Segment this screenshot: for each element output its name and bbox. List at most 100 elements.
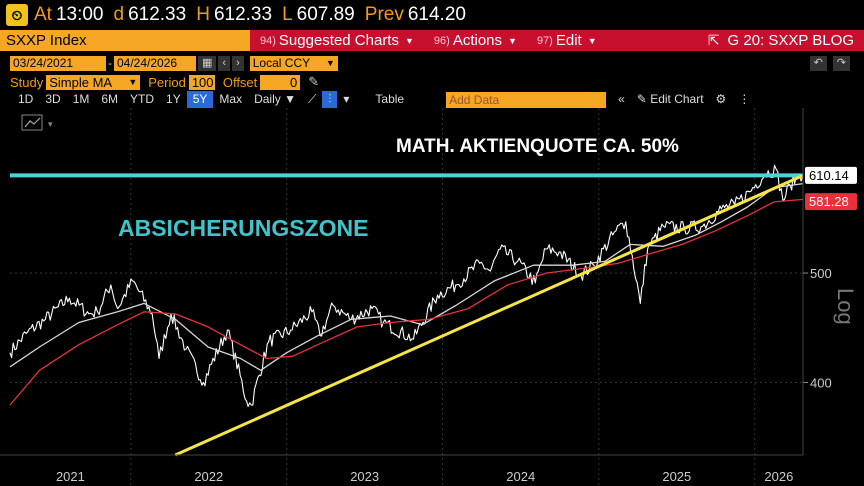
x-tick-label: 2023 <box>350 469 379 484</box>
menu-edit[interactable]: 97) Edit ▼ <box>527 30 607 51</box>
moving-average-long-line <box>9 198 804 406</box>
series-lines <box>9 164 804 408</box>
date-range-bar: 03/24/2021 - 04/24/2026 ▦ ‹ › Local CCY ▼… <box>0 54 864 72</box>
period-button-active[interactable]: 5Y <box>186 91 214 108</box>
calendar-icon[interactable]: ▦ <box>198 55 217 71</box>
redo-icon[interactable]: ↷ <box>832 55 850 71</box>
chart-link-label: G 20: SXXP BLOG <box>727 32 854 49</box>
security-ticker: SXXP Index <box>6 32 87 49</box>
period-button[interactable]: 6M <box>101 92 119 106</box>
annotation-zone-text: ABSICHERUNGSZONE <box>118 215 368 241</box>
y-axis-label: Log <box>833 288 858 325</box>
last-price-label: 610.14 <box>809 168 849 183</box>
l-label: L <box>282 4 293 25</box>
period-button[interactable]: 1D <box>18 92 34 106</box>
collapse-icon[interactable]: « <box>618 92 625 106</box>
x-tick-label: 2021 <box>56 469 85 484</box>
bloomberg-clock-icon[interactable]: ⏲ <box>6 4 28 26</box>
currency-select[interactable]: Local CCY ▼ <box>249 55 338 71</box>
menu-label: Actions <box>452 32 503 49</box>
last-price-box <box>805 166 857 184</box>
study-bar: Study Simple MA ▼ Period 100 Offset 0 ✎ <box>0 73 864 91</box>
x-tick-label: 2024 <box>506 469 535 484</box>
external-link-icon: ⇱ <box>707 32 720 48</box>
d-label: d <box>113 4 125 25</box>
x-tick-label: 2026 <box>764 469 793 484</box>
study-label: Study <box>10 74 44 90</box>
price-labels: 610.14 581.28 <box>805 166 857 211</box>
add-data-input[interactable]: Add Data <box>446 91 607 108</box>
next-period-icon[interactable]: › <box>232 55 244 71</box>
period-button[interactable]: YTD <box>130 92 155 106</box>
edit-chart-label: Edit Chart <box>650 92 704 106</box>
dropdown-arrow-icon: ▼ <box>587 35 597 46</box>
prev-value: 614.20 <box>407 4 466 25</box>
y-axis: 400 500 <box>802 108 832 455</box>
table-button[interactable]: Table <box>375 92 405 106</box>
x-tick-label: 2022 <box>194 469 223 484</box>
pencil-icon[interactable]: ✎ <box>308 74 320 89</box>
l-value: 607.89 <box>296 4 355 25</box>
menu-number: 97) <box>536 34 553 47</box>
menu-suggested-charts[interactable]: 94) Suggested Charts ▼ <box>250 30 424 51</box>
offset-field[interactable]: 0 <box>260 74 301 90</box>
more-options-icon[interactable]: ⋮ <box>738 92 751 106</box>
period-button[interactable]: 1Y <box>166 92 181 106</box>
chart-type-icon[interactable]: ▾ <box>21 114 53 131</box>
range-separator: - <box>108 56 112 70</box>
x-tick-label: 2025 <box>662 469 691 484</box>
study-value: Simple MA <box>49 74 113 90</box>
more-icon[interactable]: ▾ <box>343 92 350 106</box>
dropdown-arrow-icon: ▼ <box>128 76 138 87</box>
ma-price-label: 581.28 <box>809 194 849 209</box>
currency-value: Local CCY <box>252 55 311 70</box>
undo-icon[interactable]: ↶ <box>809 55 827 71</box>
grid <box>10 108 803 485</box>
at-value: 13:00 <box>55 4 104 25</box>
price-line <box>9 164 804 408</box>
menu-label: Suggested Charts <box>278 32 399 49</box>
y-tick-label: 400 <box>810 375 832 390</box>
prev-period-icon[interactable]: ‹ <box>218 55 231 71</box>
menu-number: 94) <box>260 34 276 47</box>
end-date-field[interactable]: 04/24/2026 <box>114 55 196 71</box>
study-select[interactable]: Simple MA ▼ <box>46 74 141 90</box>
period-field[interactable]: 100 <box>188 74 215 90</box>
candle-icon[interactable]: ⫶ <box>322 91 338 108</box>
y-tick-label: 500 <box>810 266 832 281</box>
dropdown-arrow-icon: ▼ <box>325 57 335 68</box>
line-chart-icon[interactable]: ⟋ <box>307 92 317 106</box>
trendline[interactable] <box>174 174 804 457</box>
frequency-select[interactable]: Daily ▼ <box>254 92 296 106</box>
chart-link[interactable]: ⇱ G 20: SXXP BLOG <box>708 32 864 49</box>
h-value: 612.33 <box>213 4 273 25</box>
edit-chart-button[interactable]: ✎ Edit Chart <box>636 92 704 106</box>
security-field[interactable]: SXXP Index <box>0 30 250 51</box>
start-date-field[interactable]: 03/24/2021 <box>10 55 106 71</box>
d-value: 612.33 <box>128 4 187 25</box>
svg-text:▾: ▾ <box>48 119 53 129</box>
period-label: Period <box>148 74 186 90</box>
price-chart[interactable]: ▾ MATH. AKTIENQUOTE CA. 50% ABSICHERUNGS… <box>0 108 864 486</box>
dropdown-arrow-icon: ▼ <box>508 35 517 46</box>
menu-label: Edit <box>555 32 582 49</box>
at-label: At <box>34 4 52 25</box>
period-button[interactable]: Max <box>219 92 243 106</box>
period-button[interactable]: 1M <box>72 92 90 106</box>
menu-actions[interactable]: 96) Actions ▼ <box>424 30 527 51</box>
frequency-value: Daily <box>254 92 281 106</box>
chart-background <box>0 108 864 486</box>
h-label: H <box>196 4 210 25</box>
ma-price-box <box>805 193 857 211</box>
annotation-upper-text: MATH. AKTIENQUOTE CA. 50% <box>396 136 679 157</box>
x-axis: 2021 2022 2023 2024 2025 2026 <box>0 454 803 484</box>
prev-label: Prev <box>364 4 404 25</box>
moving-average-line <box>9 182 804 371</box>
period-toolbar: 1D 3D 1M 6M YTD 1Y 5Y Max Daily ▼ ⟋ ⫶ ▾ … <box>0 91 864 108</box>
quote-header: ⏲ At 13:00 d 612.33 H 612.33 L 607.89 Pr… <box>0 0 864 30</box>
period-button[interactable]: 3D <box>45 92 61 106</box>
menu-number: 96) <box>433 34 450 47</box>
settings-icon[interactable]: ⚙ <box>715 92 727 106</box>
dropdown-arrow-icon: ▼ <box>404 35 414 46</box>
offset-label: Offset <box>222 74 258 90</box>
